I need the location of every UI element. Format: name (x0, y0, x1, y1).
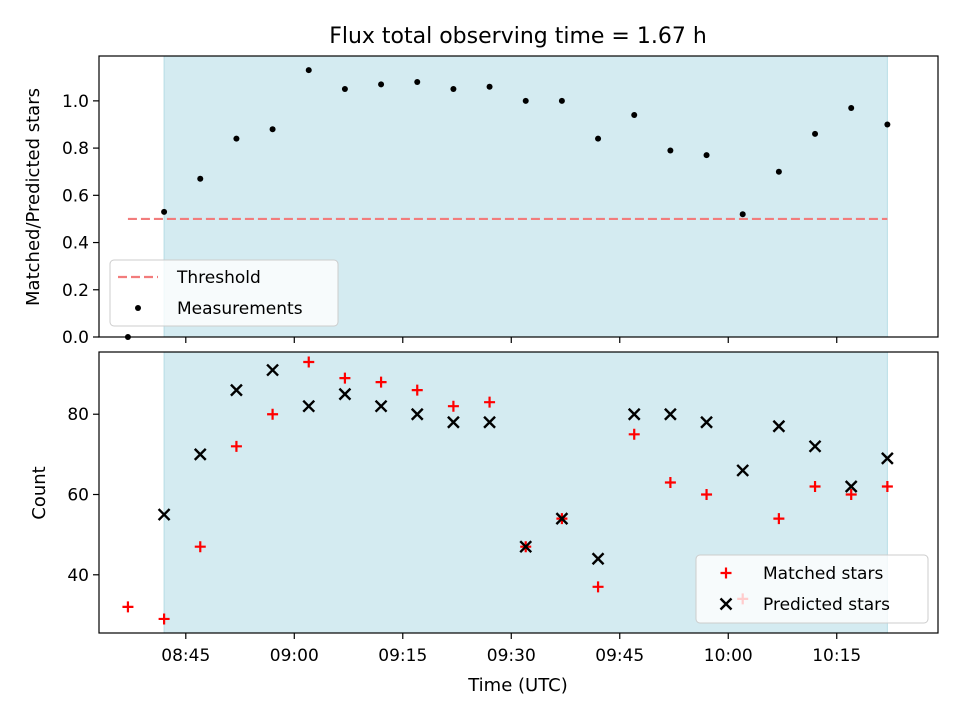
predicted-star-point (736, 464, 750, 477)
measurement-point (197, 175, 204, 182)
xtick-label: 10:00 (704, 646, 753, 666)
matched-star-point (484, 396, 496, 408)
xtick-label: 09:30 (487, 646, 536, 666)
matched-star-point (339, 372, 351, 384)
ratio-ytick-label: 0.8 (62, 139, 89, 159)
matched-star-point (122, 601, 134, 613)
predicted-star-point (447, 415, 460, 429)
measurement-point (414, 78, 421, 85)
matched-star-point (447, 400, 459, 412)
predicted-star-point (664, 407, 677, 421)
predicted-star-point (230, 383, 243, 397)
measurement-point (631, 112, 638, 119)
count-ytick-label: 40 (67, 566, 89, 586)
ratio-ytick-label: 1.0 (62, 92, 89, 112)
predicted-star-point (844, 480, 858, 493)
matched-star-point (411, 384, 423, 396)
ratio-ytick-label: 0.2 (62, 281, 89, 301)
matched-star-point (230, 440, 242, 452)
ratio-ytick-label: 0.6 (62, 186, 89, 206)
measurement-point (161, 208, 168, 215)
predicted-star-point (772, 419, 786, 433)
count-axes-frame (98, 351, 939, 634)
matched-star-point (701, 489, 713, 501)
predicted-star-point (338, 387, 352, 401)
xtick-label: 10:15 (812, 646, 861, 666)
ratio-legend (109, 259, 339, 327)
measurement-point (233, 135, 240, 142)
measurement-point (522, 97, 529, 104)
measurement-point (848, 104, 855, 111)
count-ytick-label: 80 (67, 405, 89, 425)
count-ytick-label: 60 (67, 486, 89, 506)
legend-matched-swatch (720, 567, 732, 579)
measurement-point (595, 135, 602, 142)
measurement-point (341, 86, 348, 93)
chart-title: Flux total observing time = 1.67 h (329, 24, 707, 49)
legend-matched-label: Matched stars (763, 564, 883, 584)
legend-threshold-label: Threshold (176, 268, 261, 288)
measurement-point (486, 83, 493, 90)
measurement-point (378, 81, 385, 88)
matched-star-point (267, 408, 279, 420)
xtick-label: 08:45 (161, 646, 210, 666)
predicted-star-point (591, 552, 605, 566)
predicted-star-point (410, 407, 424, 421)
measurement-point (884, 121, 891, 128)
measurement-point (703, 152, 710, 159)
legend-predicted-swatch (719, 597, 733, 611)
matched-star-point (809, 480, 821, 492)
predicted-star-point (193, 448, 207, 461)
measurement-point (269, 126, 276, 133)
legend-measurement-label: Measurements (177, 299, 303, 319)
ratio-axes-frame (98, 55, 939, 338)
predicted-star-point (881, 452, 894, 465)
ratio-panel: 0.0 0.2 0.4 0.6 0.8 1.0 Threshold Measurements (62, 55, 939, 348)
count-y-axis-label: Count (29, 466, 50, 519)
count-legend (695, 554, 929, 624)
matched-star-point (375, 376, 387, 388)
matched-star-point (845, 489, 857, 501)
predicted-star-point (302, 399, 316, 413)
legend-measurement-swatch (135, 305, 141, 311)
matched-star-point (158, 613, 170, 625)
predicted-star-point (519, 540, 533, 554)
predicted-star-point (627, 407, 641, 421)
matched-star-point (592, 581, 604, 593)
measurement-point (739, 211, 746, 218)
measurement-point (775, 168, 782, 175)
count-panel: 40 60 80 08:45 09:00 09:15 09:30 09:45 10:00 10:1… (67, 351, 939, 666)
measurement-point (558, 97, 565, 104)
legend-predicted-label: Predicted stars (763, 595, 890, 615)
predicted-star-point (808, 439, 822, 453)
matched-star-point (303, 356, 315, 368)
predicted-star-point (555, 512, 569, 525)
xtick-label: 09:00 (270, 646, 319, 666)
measurement-point (667, 147, 674, 154)
ratio-y-axis-label: Matched/Predicted stars (23, 88, 44, 306)
x-axis-label: Time (UTC) (467, 675, 568, 696)
matched-star-point (881, 480, 893, 492)
ratio-ytick-label: 0.0 (62, 328, 89, 348)
xtick-label: 09:15 (378, 646, 427, 666)
measurement-point (812, 130, 819, 137)
predicted-star-point (374, 399, 388, 413)
measurement-point (305, 67, 312, 74)
matched-star-point (773, 513, 785, 525)
matched-star-point (194, 541, 206, 553)
xtick-label: 09:45 (595, 646, 644, 666)
matched-star-point (664, 476, 676, 488)
predicted-star-point (157, 508, 171, 521)
predicted-star-point (483, 415, 496, 429)
ratio-ytick-label: 0.4 (62, 234, 89, 254)
predicted-star-point (700, 415, 713, 429)
matched-star-point (628, 428, 640, 440)
predicted-star-point (266, 363, 279, 377)
measurement-point (450, 86, 457, 93)
